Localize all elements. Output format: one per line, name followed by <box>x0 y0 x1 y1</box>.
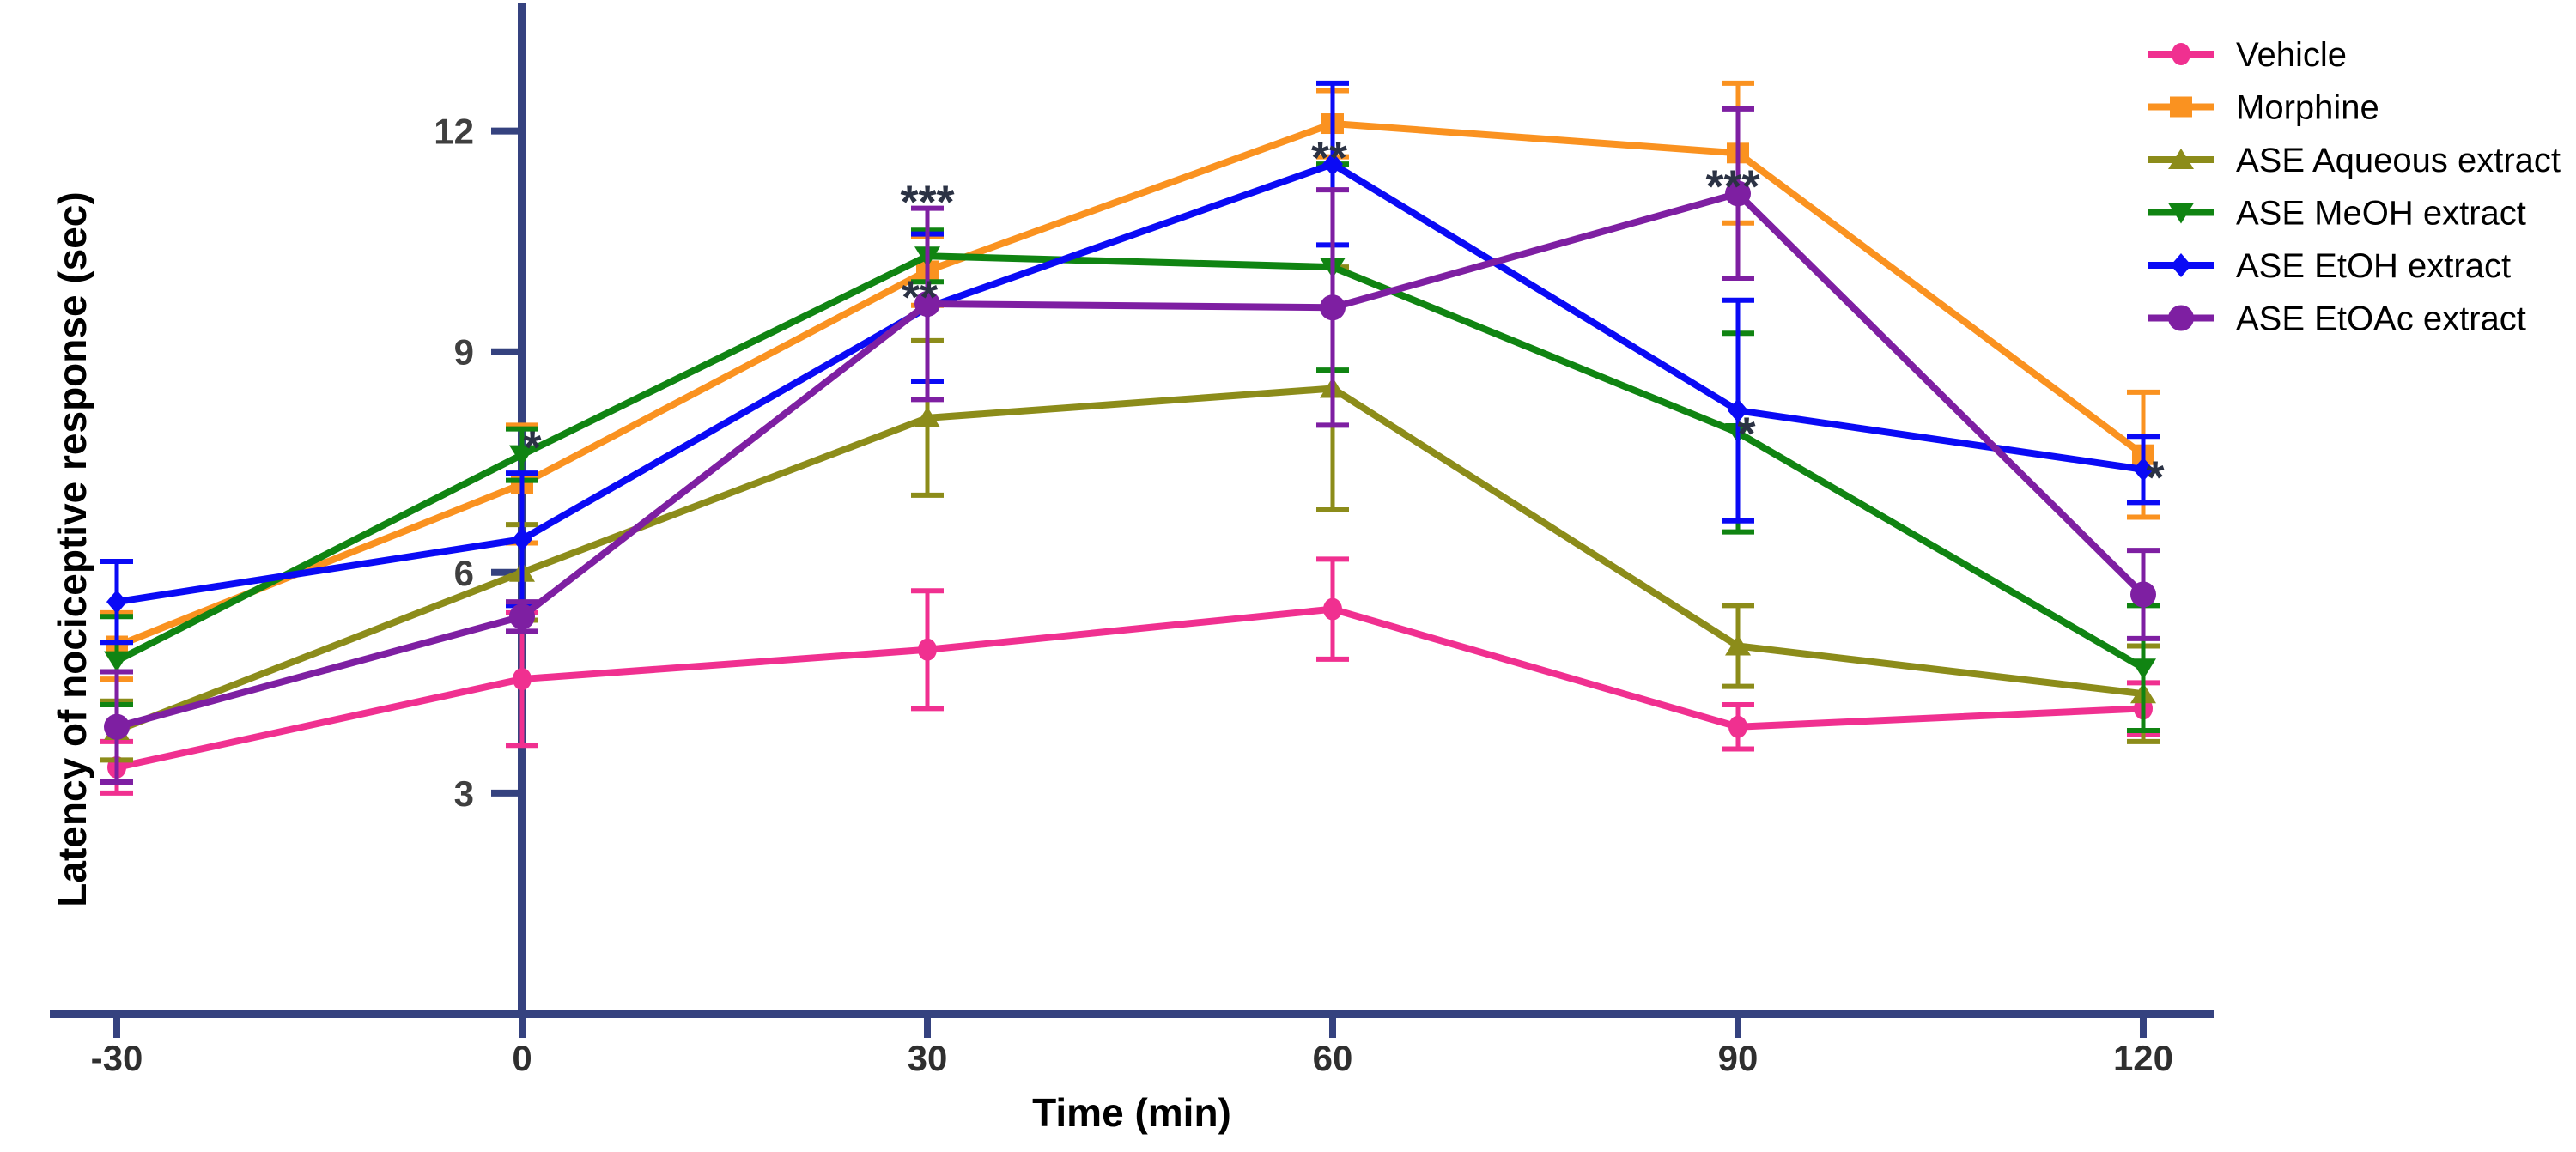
x-tick-label: 60 <box>1313 1038 1353 1078</box>
series-layer <box>100 80 2160 796</box>
series-ase-etoac-extract <box>100 106 2160 785</box>
y-tick-label: 6 <box>454 553 474 593</box>
data-point-circle <box>104 713 131 740</box>
legend-label: ASE Aqueous extract <box>2236 142 2561 179</box>
data-point-square <box>2170 96 2192 118</box>
x-tick-label: 90 <box>1718 1038 1759 1078</box>
data-point-circle <box>1322 597 1342 621</box>
significance-annotations: ************* <box>523 132 2164 504</box>
y-tick-label: 12 <box>434 112 474 152</box>
data-point-diamond <box>1727 398 1748 423</box>
y-axis-label: Latency of nociceptive response (sec) <box>50 191 94 906</box>
data-point-triangle-up <box>1724 634 1751 656</box>
legend-label: ASE EtOH extract <box>2236 247 2511 285</box>
legend-label: ASE EtOAc extract <box>2236 300 2526 338</box>
series-line <box>115 385 2144 734</box>
series-morphine <box>100 80 2160 682</box>
x-tick-label: 120 <box>2113 1038 2173 1078</box>
data-point-circle <box>1319 294 1346 321</box>
series-line <box>116 161 2144 606</box>
series-line <box>116 605 2144 771</box>
data-point-diamond <box>512 527 532 552</box>
significance-mark: ** <box>902 272 938 324</box>
y-tick-label: 9 <box>454 332 474 373</box>
legend-label: Morphine <box>2236 89 2379 127</box>
x-tick-label: -30 <box>91 1038 143 1078</box>
data-point-triangle-up <box>914 406 940 427</box>
data-point-diamond <box>2132 457 2154 482</box>
series-ase-etoh-extract <box>100 80 2160 646</box>
data-point-circle <box>2172 43 2190 65</box>
legend-item-vehicle: Vehicle <box>2148 36 2347 74</box>
series-line <box>115 120 2146 650</box>
legend-item-ase-meoh-extract: ASE MeOH extract <box>2148 195 2526 233</box>
data-point-circle <box>914 290 940 317</box>
significance-mark: ** <box>1311 132 1347 184</box>
data-point-circle <box>513 668 532 691</box>
data-point-triangle-up <box>2168 149 2194 169</box>
series-line <box>115 252 2146 671</box>
significance-mark: *** <box>1705 161 1759 212</box>
legend-label: ASE MeOH extract <box>2236 195 2526 233</box>
data-point-triangle-down <box>2129 658 2156 680</box>
significance-mark: *** <box>900 176 954 227</box>
data-point-circle <box>2168 305 2194 331</box>
x-tick-label: 0 <box>512 1038 532 1078</box>
x-tick-label: 30 <box>908 1038 948 1078</box>
data-point-triangle-down <box>509 445 535 466</box>
data-point-diamond <box>106 590 128 615</box>
legend-item-ase-etoac-extract: ASE EtOAc extract <box>2148 300 2526 338</box>
data-point-circle <box>509 603 535 630</box>
data-point-diamond <box>2171 253 2191 277</box>
y-tick-label: 3 <box>454 773 474 814</box>
data-point-diamond <box>1321 152 1343 177</box>
data-point-circle <box>917 638 937 661</box>
legend-item-ase-aqueous-extract: ASE Aqueous extract <box>2148 142 2561 179</box>
legend: Vehicle Morphine ASE Aqueous extract ASE Me… <box>2148 36 2561 338</box>
data-point-circle <box>1728 715 1747 738</box>
significance-mark: * <box>1737 408 1755 459</box>
legend-item-morphine: Morphine <box>2148 89 2379 127</box>
series-line <box>115 190 2146 731</box>
data-point-circle <box>1724 180 1751 207</box>
series-vehicle <box>100 556 2160 796</box>
data-point-circle <box>2129 581 2156 608</box>
x-axis-label: Time (min) <box>1032 1090 1231 1135</box>
significance-mark: * <box>2146 452 2164 504</box>
legend-item-ase-etoh-extract: ASE EtOH extract <box>2148 247 2511 285</box>
data-point-triangle-down <box>2168 203 2194 224</box>
significance-mark: * <box>523 422 541 474</box>
data-point-triangle-down <box>104 651 131 672</box>
legend-label: Vehicle <box>2236 36 2347 74</box>
axes: -30 0 30 60 90 120 3 6 9 12 <box>50 3 2214 1078</box>
